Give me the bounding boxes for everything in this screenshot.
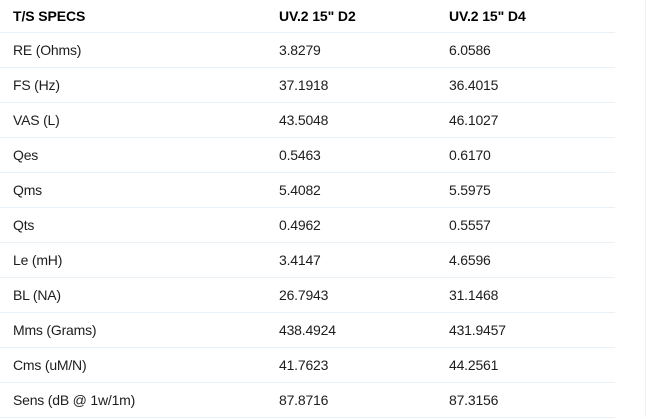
spec-value-d2: 43.5048	[279, 112, 329, 128]
spec-label: Qms	[13, 182, 42, 198]
table-row: BL (NA) 26.7943 31.1468	[0, 278, 615, 313]
table-row: Mms (Grams) 438.4924 431.9457	[0, 313, 615, 348]
table-row: Sens (dB @ 1w/1m) 87.8716 87.3156	[0, 383, 615, 418]
column-header-ts-specs: T/S SPECS	[13, 8, 86, 24]
table-row: Qts 0.4962 0.5557	[0, 208, 615, 243]
spec-value-d4: 431.9457	[449, 322, 506, 338]
spec-value-d2: 0.4962	[279, 217, 321, 233]
spec-value-d2: 41.7623	[279, 357, 329, 373]
spec-value-d2: 5.4082	[279, 182, 321, 198]
spec-value-d4: 36.4015	[449, 77, 499, 93]
spec-label: FS (Hz)	[13, 77, 60, 93]
table-row: VAS (L) 43.5048 46.1027	[0, 103, 615, 138]
spec-value-d2: 3.4147	[279, 252, 321, 268]
spec-value-d4: 5.5975	[449, 182, 491, 198]
spec-value-d4: 0.6170	[449, 147, 491, 163]
spec-value-d4: 46.1027	[449, 112, 499, 128]
spec-value-d2: 26.7943	[279, 287, 329, 303]
spec-label: RE (Ohms)	[13, 42, 82, 58]
spec-label: Le (mH)	[13, 252, 63, 268]
spec-value-d4: 87.3156	[449, 392, 499, 408]
spec-value-d2: 37.1918	[279, 77, 329, 93]
spec-label: BL (NA)	[13, 287, 61, 303]
spec-value-d4: 44.2561	[449, 357, 499, 373]
spec-value-d4: 31.1468	[449, 287, 499, 303]
spec-label: VAS (L)	[13, 112, 60, 128]
spec-label: Sens (dB @ 1w/1m)	[13, 392, 136, 408]
ts-specs-table: T/S SPECS UV.2 15" D2 UV.2 15" D4 RE (Oh…	[0, 0, 615, 418]
spec-label: Qts	[13, 217, 35, 233]
table-body: RE (Ohms) 3.8279 6.0586 FS (Hz) 37.1918 36.40…	[0, 33, 615, 418]
spec-value-d2: 0.5463	[279, 147, 321, 163]
table-header-row: T/S SPECS UV.2 15" D2 UV.2 15" D4	[0, 0, 615, 33]
spec-value-d4: 0.5557	[449, 217, 491, 233]
spec-label: Qes	[13, 147, 39, 163]
spec-label: Cms (uM/N)	[13, 357, 87, 373]
spec-value-d2: 3.8279	[279, 42, 321, 58]
column-header-uv2-15-d4: UV.2 15" D4	[449, 8, 526, 24]
table-row: Cms (uM/N) 41.7623 44.2561	[0, 348, 615, 383]
table-row: FS (Hz) 37.1918 36.4015	[0, 68, 615, 103]
table-row: RE (Ohms) 3.8279 6.0586	[0, 33, 615, 68]
spec-value-d4: 4.6596	[449, 252, 491, 268]
spec-value-d2: 87.8716	[279, 392, 329, 408]
table-row: Le (mH) 3.4147 4.6596	[0, 243, 615, 278]
column-header-uv2-15-d2: UV.2 15" D2	[279, 8, 356, 24]
table-row: Qes 0.5463 0.6170	[0, 138, 615, 173]
vertical-divider	[645, 0, 646, 417]
table-row: Qms 5.4082 5.5975	[0, 173, 615, 208]
spec-label: Mms (Grams)	[13, 322, 97, 338]
spec-value-d2: 438.4924	[279, 322, 336, 338]
spec-value-d4: 6.0586	[449, 42, 491, 58]
